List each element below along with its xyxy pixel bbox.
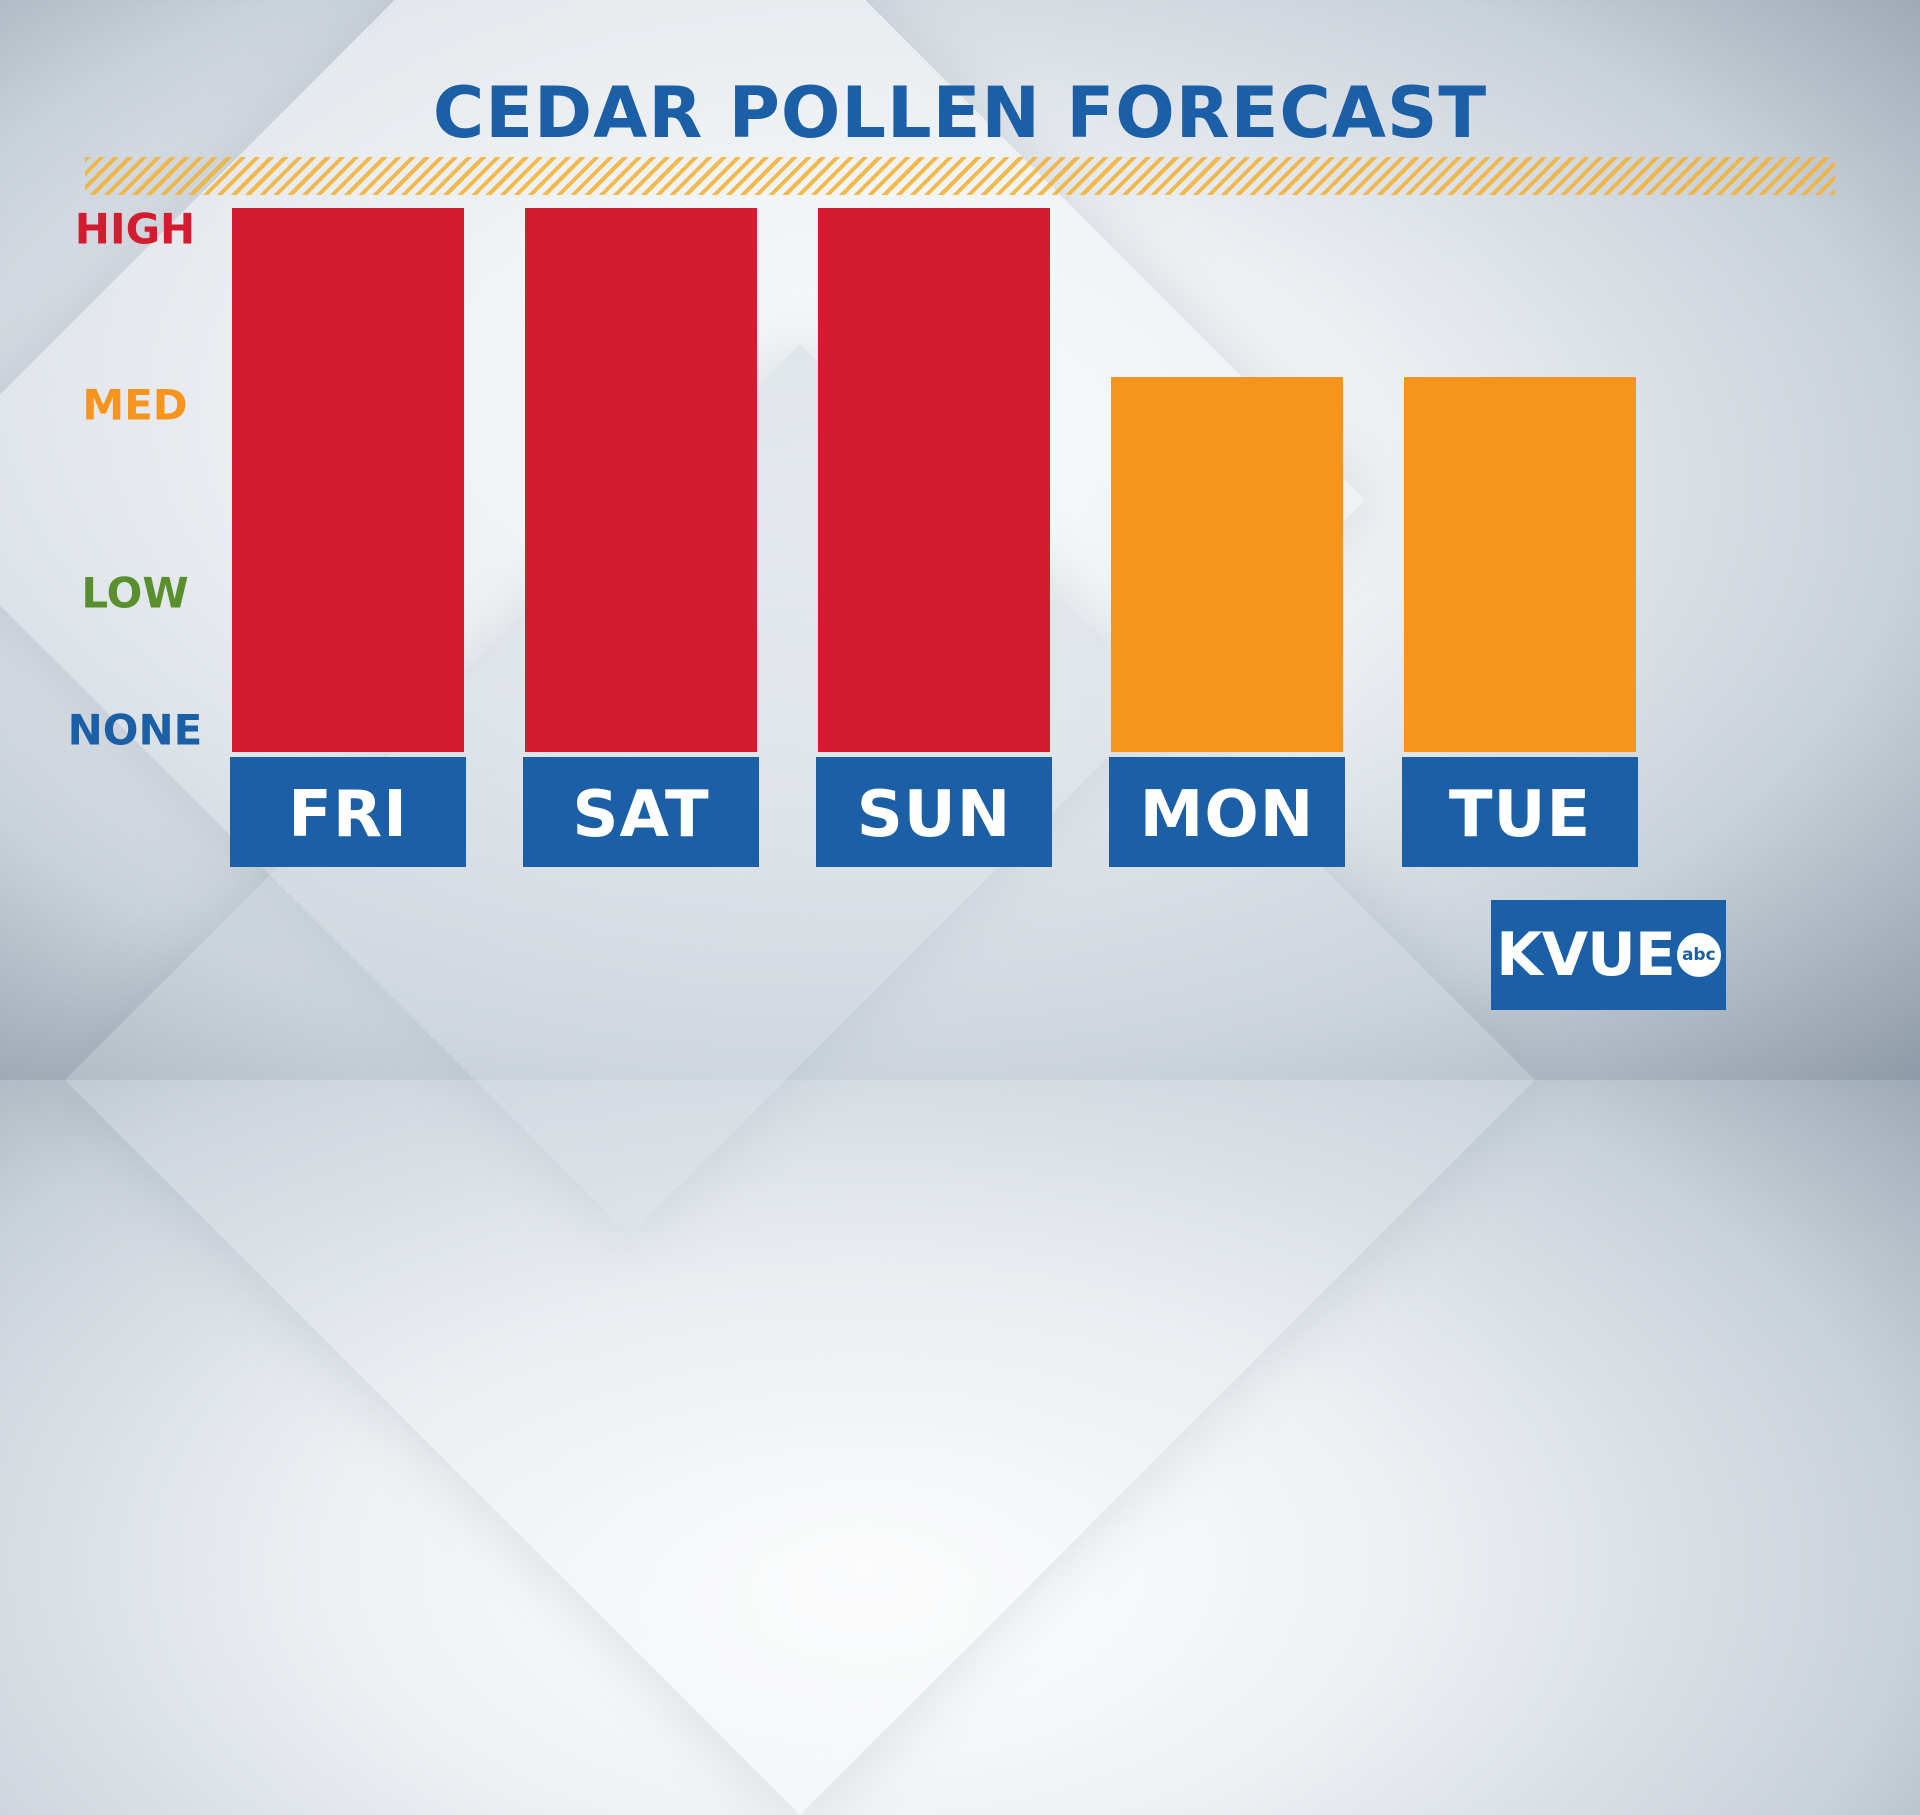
bar-sat: [525, 208, 757, 752]
level-label-low: LOW: [81, 568, 189, 618]
station-logo: KVUE abc: [1491, 900, 1726, 1010]
level-label-high: HIGH: [74, 204, 196, 254]
day-label-sat: SAT: [523, 757, 759, 867]
title-underline-stripe: [85, 157, 1835, 195]
level-label-med: MED: [82, 380, 188, 430]
day-label-fri: FRI: [230, 757, 466, 867]
logo-text: KVUE: [1496, 920, 1676, 990]
chart-title: CEDAR POLLEN FORECAST: [432, 72, 1488, 154]
level-label-none: NONE: [67, 705, 203, 755]
day-label-sun: SUN: [816, 757, 1052, 867]
bar-mon: [1111, 377, 1343, 752]
bar-fri: [232, 208, 464, 752]
abc-network-icon: abc: [1676, 933, 1721, 977]
day-label-mon: MON: [1109, 757, 1345, 867]
day-label-tue: TUE: [1402, 757, 1638, 867]
bar-sun: [818, 208, 1050, 752]
bar-tue: [1404, 377, 1636, 752]
